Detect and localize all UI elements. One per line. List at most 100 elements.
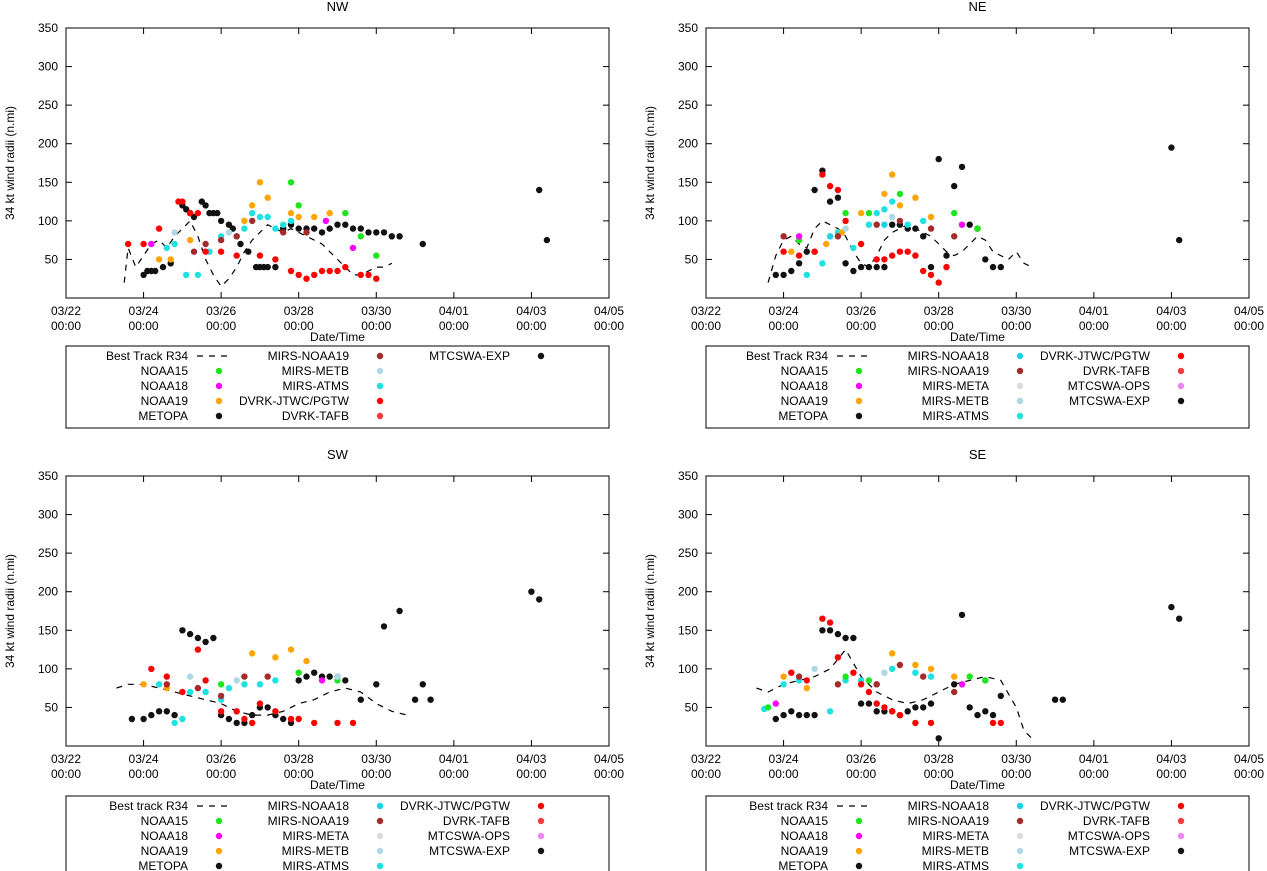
chart-nw-point-mirs-atms <box>194 271 202 279</box>
chart-ne-point-metopa <box>927 263 935 271</box>
chart-sw-point-dvrk-jtwc-pgtw <box>272 708 279 715</box>
chart-ne-xtick-time: 00:00 <box>1001 319 1031 333</box>
chart-sw-point-mirs-atms <box>179 715 186 723</box>
chart-sw-legend-label: MIRS-META <box>283 829 349 843</box>
chart-se-xtick-date: 03/24 <box>769 752 799 766</box>
chart-sw-ytick-label: 350 <box>38 469 58 483</box>
chart-sw-point-dvrk-jtwc-pgtw <box>202 677 209 684</box>
chart-sw-point-metopa <box>163 708 170 715</box>
chart-se-point-dvrk-jtwc-pgtw <box>989 719 997 727</box>
chart-se-legend-swatch <box>1177 847 1185 855</box>
chart-se-point-mtcswa-exp <box>1176 615 1183 622</box>
chart-se-xtick-time: 00:00 <box>846 767 876 781</box>
chart-sw-point-mtcswa-exp <box>536 596 543 603</box>
chart-sw-point-metopa <box>148 711 155 719</box>
chart-ne-point-dvrk-jtwc-pgtw <box>842 217 849 225</box>
chart-sw-legend-swatch <box>537 847 545 855</box>
chart-ne-legend-swatch <box>855 382 863 390</box>
chart-nw-xtick-date: 04/05 <box>594 304 624 318</box>
chart-se-xtick-time: 00:00 <box>1156 767 1186 781</box>
chart-sw-point-noaa18 <box>318 677 326 684</box>
chart-se-point-mirs-atms <box>927 673 935 680</box>
chart-ne-point-noaa18 <box>958 221 966 228</box>
chart-se-point-metopa <box>850 634 857 642</box>
chart-sw-point-mirs-metb <box>186 673 194 680</box>
chart-nw-point-metopa <box>388 233 395 240</box>
chart-nw-point-mirs-atms <box>183 271 190 279</box>
chart-ne-point-metopa <box>935 155 942 163</box>
chart-nw-point-mirs-noaa19 <box>190 248 198 255</box>
chart-se-point-mtcswa-exp <box>1051 696 1059 703</box>
chart-se-point-dvrk-jtwc-pgtw <box>873 700 880 707</box>
chart-se-legend-swatch <box>855 832 863 840</box>
chart-se-legend-label: NOAA15 <box>781 814 829 828</box>
chart-nw-point-dvrk-jtwc-pgtw <box>272 256 279 263</box>
chart-ne-point-noaa19 <box>912 194 919 201</box>
chart-nw-legend-swatch <box>376 382 384 390</box>
chart-ne-legend-label: METOPA <box>778 409 828 423</box>
chart-sw-xlabel: Date/Time <box>310 778 365 792</box>
chart-se-xtick-date: 04/03 <box>1156 752 1186 766</box>
chart-se-xtick-date: 03/26 <box>846 752 876 766</box>
chart-nw-xtick-time: 00:00 <box>361 319 391 333</box>
chart-sw-xtick-date: 03/28 <box>284 752 314 766</box>
chart-ne-point-metopa <box>920 233 927 240</box>
chart-se-point-dvrk-jtwc-pgtw <box>881 704 888 711</box>
chart-nw-xtick-date: 03/30 <box>361 304 391 318</box>
chart-nw-legend-label: Best Track R34 <box>106 349 188 363</box>
chart-se-legend-label: METOPA <box>778 859 828 871</box>
chart-sw-legend-swatch <box>376 862 384 870</box>
chart-ne-ytick-label: 50 <box>685 252 699 266</box>
chart-nw-xtick-time: 00:00 <box>284 319 314 333</box>
chart-ne-panel: NE 34 kt wind radii (n.mi) 50 100 150 200 250 3… <box>643 0 1264 429</box>
chart-ne-legend-label: MTCSWA-EXP <box>1069 394 1150 408</box>
chart-nw-point-dvrk-jtwc-pgtw <box>334 267 341 275</box>
chart-ne-point-dvrk-jtwc-pgtw <box>935 279 942 286</box>
chart-nw-point-mirs-atms <box>256 213 264 221</box>
chart-se-point-metopa <box>920 704 927 711</box>
chart-nw-legend-swatch <box>376 367 384 375</box>
chart-ne-legend-label: NOAA18 <box>781 379 829 393</box>
chart-ne-xtick-time: 00:00 <box>691 319 721 333</box>
chart-nw-point-mirs-atms <box>264 213 271 221</box>
chart-sw-point-mtcswa-exp <box>427 696 434 703</box>
chart-se-legend-label: MIRS-NOAA19 <box>908 814 990 828</box>
chart-sw-legend-label: Best track R34 <box>109 799 188 813</box>
chart-se-legend-box <box>705 795 1250 871</box>
chart-se-point-dvrk-jtwc-pgtw <box>889 708 896 715</box>
chart-se-point-metopa <box>966 704 973 711</box>
chart-ne-legend-box <box>705 345 1250 429</box>
chart-nw-legend-label: NOAA18 <box>141 379 189 393</box>
chart-nw-point-metopa <box>214 209 221 217</box>
chart-ne-point-metopa <box>951 182 958 190</box>
chart-se-point-dvrk-jtwc-pgtw <box>826 619 834 626</box>
chart-sw-plot-frame <box>65 475 610 747</box>
chart-se-point-metopa <box>795 711 803 719</box>
chart-nw-point-metopa <box>152 267 159 275</box>
chart-se-ytick-label: 350 <box>678 469 698 483</box>
chart-se-ylabel: 34 kt wind radii (n.mi) <box>643 554 657 668</box>
chart-ne-point-dvrk-jtwc-pgtw <box>889 252 896 259</box>
chart-nw-xtick-time: 00:00 <box>206 319 236 333</box>
chart-nw-point-mirs-noaa19 <box>280 229 287 236</box>
chart-nw-point-dvrk-jtwc-pgtw <box>256 252 264 259</box>
chart-se-point-mirs-metb <box>811 665 818 673</box>
chart-nw-xlabel: Date/Time <box>310 330 365 344</box>
chart-sw-ytick-label: 150 <box>38 623 58 637</box>
chart-ne-legend-label: MIRS-META <box>923 379 989 393</box>
chart-ne-point-mirs-atms <box>865 221 873 228</box>
chart-se-xlabel: Date/Time <box>950 778 1005 792</box>
chart-nw-xtick-date: 03/22 <box>51 304 81 318</box>
chart-sw-point-metopa <box>342 677 349 684</box>
chart-nw-point-mirs-noaa19 <box>217 236 225 244</box>
chart-nw-point-dvrk-jtwc-pgtw <box>124 240 132 248</box>
chart-se-point-metopa <box>958 611 966 619</box>
chart-sw-xtick-date: 04/03 <box>516 752 546 766</box>
chart-se-point-noaa19 <box>803 684 810 692</box>
chart-sw-legend-label: MIRS-ATMS <box>283 859 349 871</box>
chart-nw-ytick-label: 150 <box>38 175 58 189</box>
chart-ne-point-mirs-atms <box>889 198 896 205</box>
chart-ne-legend-label: MIRS-METB <box>922 394 989 408</box>
chart-se-legend-label: NOAA18 <box>781 829 829 843</box>
chart-ne-legend-swatch <box>1177 382 1185 390</box>
